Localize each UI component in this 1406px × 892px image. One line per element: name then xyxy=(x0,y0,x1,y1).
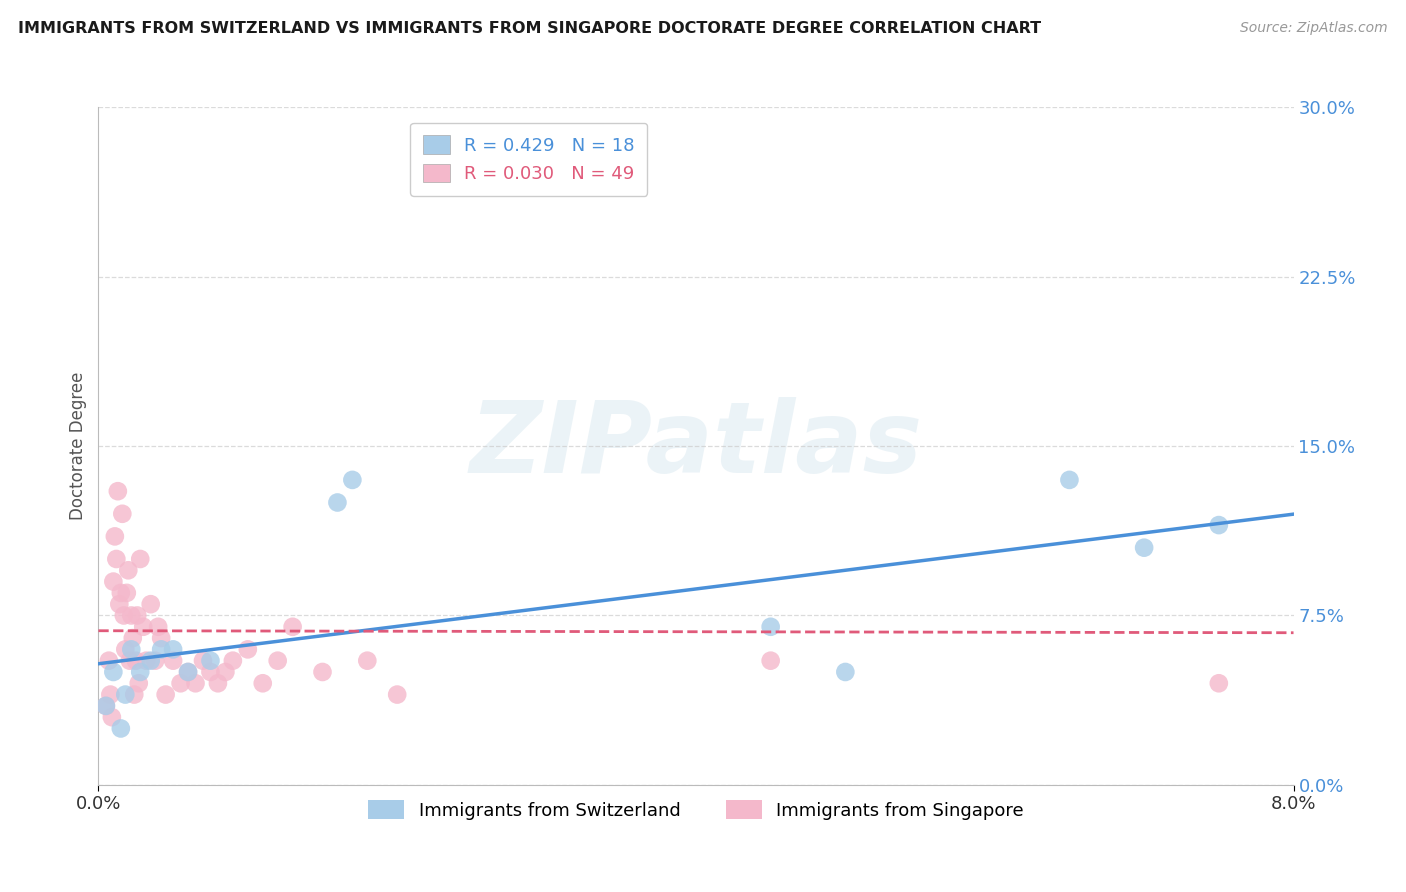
Point xyxy=(311,665,333,679)
Point xyxy=(267,654,290,668)
Point xyxy=(150,631,173,645)
Point xyxy=(834,665,856,679)
Point xyxy=(107,484,129,499)
Point xyxy=(1208,676,1230,690)
Point xyxy=(111,507,134,521)
Point xyxy=(139,597,162,611)
Point xyxy=(94,698,117,713)
Point xyxy=(128,676,150,690)
Point xyxy=(177,665,200,679)
Point xyxy=(148,620,170,634)
Point xyxy=(110,722,132,736)
Point xyxy=(385,688,409,702)
Point xyxy=(342,473,364,487)
Point xyxy=(127,608,149,623)
Point xyxy=(114,642,136,657)
Point xyxy=(124,688,146,702)
Point xyxy=(200,654,222,668)
Point xyxy=(162,642,184,657)
Point xyxy=(326,495,349,509)
Point xyxy=(120,642,142,657)
Point xyxy=(191,654,214,668)
Point xyxy=(110,586,132,600)
Point xyxy=(101,710,124,724)
Point xyxy=(139,654,162,668)
Legend: Immigrants from Switzerland, Immigrants from Singapore: Immigrants from Switzerland, Immigrants … xyxy=(361,793,1031,827)
Point xyxy=(214,665,236,679)
Text: IMMIGRANTS FROM SWITZERLAND VS IMMIGRANTS FROM SINGAPORE DOCTORATE DEGREE CORREL: IMMIGRANTS FROM SWITZERLAND VS IMMIGRANT… xyxy=(18,21,1042,36)
Point xyxy=(105,552,128,566)
Point xyxy=(121,631,143,645)
Point xyxy=(129,552,152,566)
Point xyxy=(430,145,453,160)
Point xyxy=(236,642,259,657)
Point xyxy=(1208,518,1230,533)
Point xyxy=(281,620,304,634)
Point xyxy=(108,597,131,611)
Y-axis label: Doctorate Degree: Doctorate Degree xyxy=(69,372,87,520)
Point xyxy=(169,676,191,690)
Point xyxy=(94,698,117,713)
Point xyxy=(98,688,122,702)
Point xyxy=(143,654,166,668)
Point xyxy=(132,620,155,634)
Text: Source: ZipAtlas.com: Source: ZipAtlas.com xyxy=(1240,21,1388,35)
Point xyxy=(1133,541,1156,555)
Point xyxy=(155,688,177,702)
Point xyxy=(162,654,184,668)
Point xyxy=(120,608,142,623)
Text: ZIPatlas: ZIPatlas xyxy=(470,398,922,494)
Point xyxy=(150,642,173,657)
Point xyxy=(125,654,148,668)
Point xyxy=(117,563,139,577)
Point xyxy=(207,676,229,690)
Point xyxy=(252,676,274,690)
Point xyxy=(97,654,120,668)
Point xyxy=(184,676,207,690)
Point xyxy=(103,665,125,679)
Point xyxy=(177,665,200,679)
Point xyxy=(129,665,152,679)
Point xyxy=(104,529,127,543)
Point xyxy=(115,586,138,600)
Point xyxy=(356,654,378,668)
Point xyxy=(200,665,222,679)
Point xyxy=(118,654,141,668)
Point xyxy=(759,620,782,634)
Point xyxy=(112,608,135,623)
Point xyxy=(114,688,136,702)
Point xyxy=(135,654,157,668)
Point xyxy=(1059,473,1081,487)
Point xyxy=(222,654,245,668)
Point xyxy=(103,574,125,589)
Point xyxy=(759,654,782,668)
